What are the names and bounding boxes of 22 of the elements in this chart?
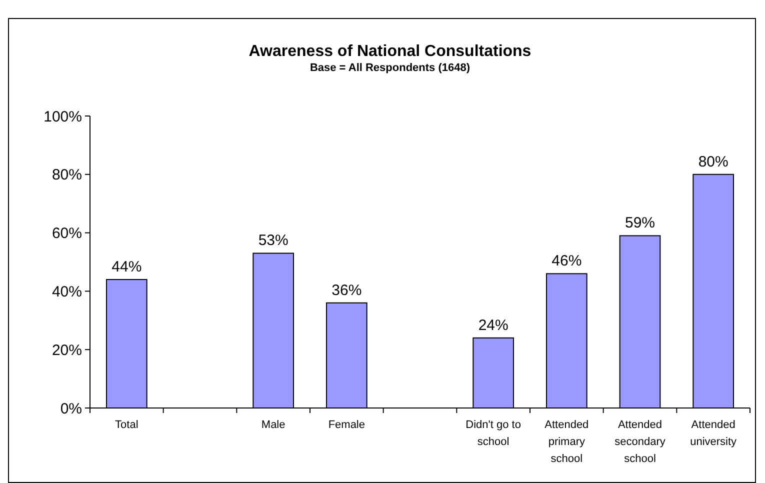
y-tick-label: 20% (52, 342, 82, 359)
data-label: 36% (332, 282, 362, 299)
data-label: 44% (112, 258, 142, 276)
x-tick-label: Female (328, 419, 366, 431)
chart-subtitle: Base = All Respondents (1648) (310, 62, 470, 74)
y-tick-label: 80% (52, 166, 82, 184)
x-tick-label: Attended primary school (544, 419, 589, 465)
x-tick-label: Attended secondary school (614, 419, 666, 465)
x-tick-label: Male (261, 419, 286, 431)
x-tick-label: Total (115, 419, 138, 431)
data-label: 46% (552, 252, 582, 270)
x-tick-label: Didn't go to school (466, 419, 521, 448)
data-label: 80% (698, 153, 728, 170)
y-tick-label: 40% (52, 283, 82, 300)
data-label: 59% (624, 214, 656, 232)
y-tick-label: 60% (52, 225, 82, 242)
data-label: 24% (478, 316, 508, 334)
x-tick-label: Attended university (690, 419, 738, 448)
data-label: 53% (258, 232, 288, 250)
chart-title: Awareness of National Consultations (248, 43, 532, 60)
y-tick-label: 0% (60, 400, 82, 418)
y-tick-label: 100% (44, 108, 82, 126)
